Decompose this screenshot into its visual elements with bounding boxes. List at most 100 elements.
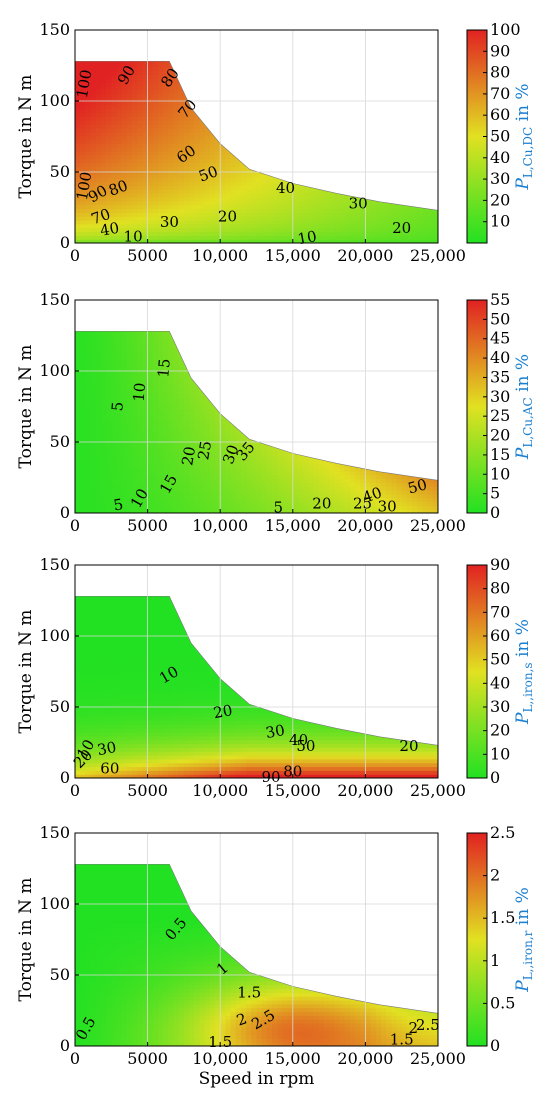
x-tick-label: 10,000 xyxy=(192,516,248,535)
filled-contour-field xyxy=(75,596,438,778)
colorbar-tick-label: 2.5 xyxy=(490,823,515,842)
y-tick-label: 100 xyxy=(39,894,70,913)
plot-frame xyxy=(74,299,439,514)
contour-label: 100 xyxy=(73,68,96,99)
contour-label: 5 xyxy=(112,495,125,514)
contour-label: 30 xyxy=(96,738,118,759)
colorbar-label: PL,Cu,AC in % xyxy=(513,354,535,460)
x-tick-label: 5000 xyxy=(127,246,168,265)
contour-label: 1.5 xyxy=(237,983,261,1001)
contour-label: 40 xyxy=(289,731,308,749)
x-tick-label: 0 xyxy=(70,246,80,265)
y-tick-label: 150 xyxy=(39,823,70,842)
x-tick-label: 0 xyxy=(70,516,80,535)
colorbar xyxy=(466,832,488,1047)
colorbar-tick-label: 30 xyxy=(490,697,510,716)
contour-label: 50 xyxy=(196,162,220,185)
y-axis-label: Torque in N m xyxy=(16,345,36,469)
x-tick-label: 10,000 xyxy=(192,246,248,265)
contour-label: 20 xyxy=(218,207,237,225)
contour-label: 25 xyxy=(194,439,215,461)
colorbar-label-suffix: in % xyxy=(513,83,533,126)
contour-label: 20 xyxy=(312,494,331,512)
colorbar-tick-label: 10 xyxy=(490,212,510,231)
contour-label: 20 xyxy=(212,701,234,722)
y-tick-label: 100 xyxy=(39,361,70,380)
colorbar-tick-label: 20 xyxy=(490,721,510,740)
x-axis-label: Speed in rpm xyxy=(199,1069,315,1089)
contour-label: 30 xyxy=(219,442,242,466)
colorbar-tick-label: 0 xyxy=(490,503,500,522)
colorbar-tick-label: 30 xyxy=(490,169,510,188)
y-tick-label: 50 xyxy=(50,697,70,716)
y-tick-label: 150 xyxy=(39,290,70,309)
x-tick-label: 5000 xyxy=(127,1049,168,1068)
contour-label: 30 xyxy=(160,213,179,231)
colorbar-tick-label: 40 xyxy=(490,148,510,167)
colorbar-label-sub: L,,iron,r xyxy=(521,930,535,980)
contour-label: 15 xyxy=(154,358,174,379)
y-tick-label: 50 xyxy=(50,432,70,451)
colorbar xyxy=(466,299,488,514)
colorbar-label-main: P xyxy=(513,712,533,725)
colorbar-label-suffix: in % xyxy=(513,354,533,397)
contour-label: 5 xyxy=(108,401,127,412)
colorbar-tick-label: 10 xyxy=(490,744,510,763)
colorbar-tick-label: 70 xyxy=(490,602,510,621)
x-tick-label: 25,000 xyxy=(410,246,466,265)
y-tick-label: 100 xyxy=(39,91,70,110)
contour-label: 2.5 xyxy=(416,1016,440,1034)
x-tick-label: 10,000 xyxy=(192,1049,248,1068)
x-tick-label: 5000 xyxy=(127,781,168,800)
colorbar-tick-label: 50 xyxy=(490,309,510,328)
contour-label: 1.5 xyxy=(390,1030,414,1048)
contour-label: 40 xyxy=(276,179,295,197)
colorbar-tick-label: 80 xyxy=(490,63,510,82)
contour-label: 80 xyxy=(106,176,130,199)
colorbar-tick-label: 60 xyxy=(490,626,510,645)
contour-label: 30 xyxy=(378,497,397,515)
y-tick-label: 0 xyxy=(60,1036,70,1055)
contour-label: 10 xyxy=(130,382,150,403)
y-tick-label: 50 xyxy=(50,162,70,181)
colorbar-tick-label: 25 xyxy=(490,406,510,425)
x-tick-label: 25,000 xyxy=(410,781,466,800)
colorbar-tick-label: 80 xyxy=(490,579,510,598)
contour-label: 100 xyxy=(73,170,96,201)
x-tick-label: 15,000 xyxy=(265,516,321,535)
x-tick-label: 0 xyxy=(70,1049,80,1068)
colorbar-tick-label: 2 xyxy=(490,866,500,885)
colorbar-tick-label: 10 xyxy=(490,464,510,483)
colorbar-tick-label: 40 xyxy=(490,348,510,367)
contour-label: 40 xyxy=(99,219,121,240)
x-tick-label: 25,000 xyxy=(410,1049,466,1068)
colorbar-tick-label: 15 xyxy=(490,445,510,464)
colorbar-tick-label: 0 xyxy=(490,1036,500,1055)
colorbar-tick-label: 5 xyxy=(490,484,500,503)
colorbar-tick-label: 55 xyxy=(490,290,510,309)
contour-label: 30 xyxy=(349,195,368,213)
y-axis-label: Torque in N m xyxy=(16,878,36,1002)
x-tick-label: 5000 xyxy=(127,516,168,535)
contour-label: 50 xyxy=(406,475,429,497)
y-tick-label: 150 xyxy=(39,555,70,574)
colorbar-tick-label: 45 xyxy=(490,329,510,348)
y-tick-label: 0 xyxy=(60,768,70,787)
colorbar-label: PL,Cu,DC in % xyxy=(513,83,535,190)
contour-label: 20 xyxy=(399,737,418,755)
colorbar xyxy=(466,564,488,779)
contour-label: 30 xyxy=(264,721,286,742)
x-tick-label: 20,000 xyxy=(337,781,393,800)
colorbar-label-suffix: in % xyxy=(513,887,533,930)
colorbar-label-sub: L,Cu,DC xyxy=(521,127,535,178)
y-axis-label: Torque in N m xyxy=(16,75,36,199)
filled-contour-field xyxy=(75,331,438,513)
x-tick-label: 15,000 xyxy=(265,781,321,800)
colorbar-label-main: P xyxy=(513,178,533,191)
y-axis-label: Torque in N m xyxy=(16,610,36,734)
colorbar-tick-label: 90 xyxy=(490,555,510,574)
colorbar-tick-label: 70 xyxy=(490,84,510,103)
contour-label: 20 xyxy=(392,219,411,237)
